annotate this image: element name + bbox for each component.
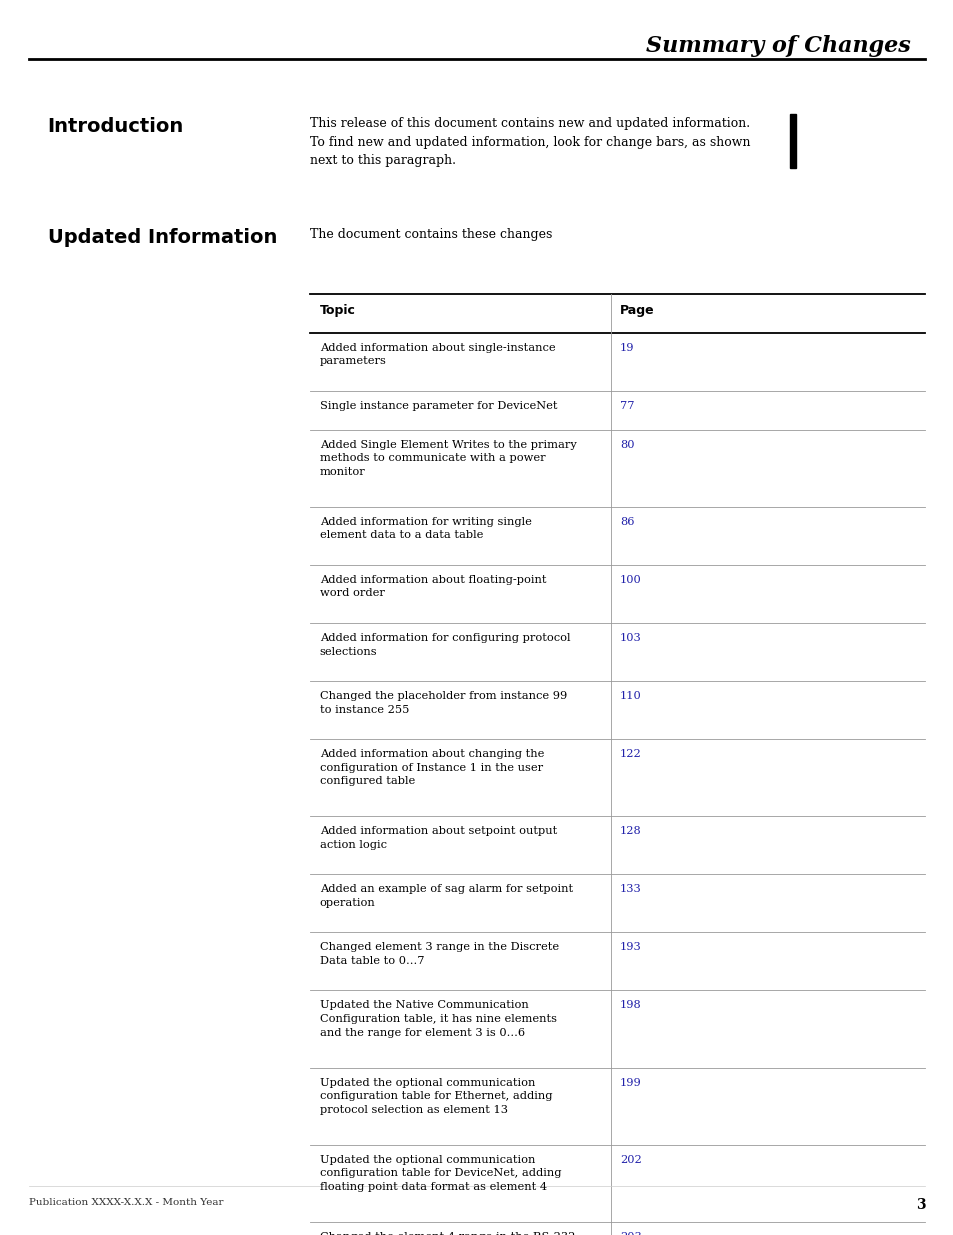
Text: 100: 100 xyxy=(619,576,641,585)
Text: Updated the optional communication
configuration table for Ethernet, adding
prot: Updated the optional communication confi… xyxy=(319,1077,552,1115)
Text: 19: 19 xyxy=(619,342,634,353)
Text: Topic: Topic xyxy=(319,304,355,317)
Text: Changed the element 4 range in the RS-232
table to 0…6: Changed the element 4 range in the RS-23… xyxy=(319,1231,575,1235)
Text: 122: 122 xyxy=(619,748,641,760)
Text: 77: 77 xyxy=(619,401,634,411)
Text: 3: 3 xyxy=(915,1198,924,1212)
Text: Added information about floating-point
word order: Added information about floating-point w… xyxy=(319,576,545,599)
Text: Updated Information: Updated Information xyxy=(48,228,276,247)
Text: Added information about changing the
configuration of Instance 1 in the user
con: Added information about changing the con… xyxy=(319,748,543,787)
Text: Added Single Element Writes to the primary
methods to communicate with a power
m: Added Single Element Writes to the prima… xyxy=(319,440,576,477)
Text: Page: Page xyxy=(619,304,654,317)
Text: Publication XXXX-X.X.X - Month Year: Publication XXXX-X.X.X - Month Year xyxy=(29,1198,223,1207)
Text: Updated the optional communication
configuration table for DeviceNet, adding
flo: Updated the optional communication confi… xyxy=(319,1155,560,1192)
Text: 202: 202 xyxy=(619,1155,641,1165)
Text: 133: 133 xyxy=(619,884,641,894)
Text: Summary of Changes: Summary of Changes xyxy=(645,35,910,57)
Text: Updated the Native Communication
Configuration table, it has nine elements
and t: Updated the Native Communication Configu… xyxy=(319,1000,556,1037)
Text: The document contains these changes: The document contains these changes xyxy=(310,228,552,242)
Text: Added information about setpoint output
action logic: Added information about setpoint output … xyxy=(319,826,557,850)
Text: 198: 198 xyxy=(619,1000,641,1010)
Text: Added information about single-instance
parameters: Added information about single-instance … xyxy=(319,342,555,367)
Text: 103: 103 xyxy=(619,632,641,643)
Text: Added information for writing single
element data to a data table: Added information for writing single ele… xyxy=(319,516,531,541)
Text: 203: 203 xyxy=(619,1231,641,1235)
Text: 193: 193 xyxy=(619,942,641,952)
Text: 128: 128 xyxy=(619,826,641,836)
Text: Introduction: Introduction xyxy=(48,117,184,136)
Text: Changed the placeholder from instance 99
to instance 255: Changed the placeholder from instance 99… xyxy=(319,692,566,715)
Text: 80: 80 xyxy=(619,440,634,450)
Text: Added information for configuring protocol
selections: Added information for configuring protoc… xyxy=(319,632,570,657)
Text: 110: 110 xyxy=(619,692,641,701)
Bar xyxy=(789,114,795,168)
Text: This release of this document contains new and updated information.
To find new : This release of this document contains n… xyxy=(310,117,750,167)
Text: 86: 86 xyxy=(619,516,634,527)
Text: Added an example of sag alarm for setpoint
operation: Added an example of sag alarm for setpoi… xyxy=(319,884,572,908)
Text: 199: 199 xyxy=(619,1077,641,1088)
Text: Single instance parameter for DeviceNet: Single instance parameter for DeviceNet xyxy=(319,401,557,411)
Text: Changed element 3 range in the Discrete
Data table to 0…7: Changed element 3 range in the Discrete … xyxy=(319,942,558,966)
